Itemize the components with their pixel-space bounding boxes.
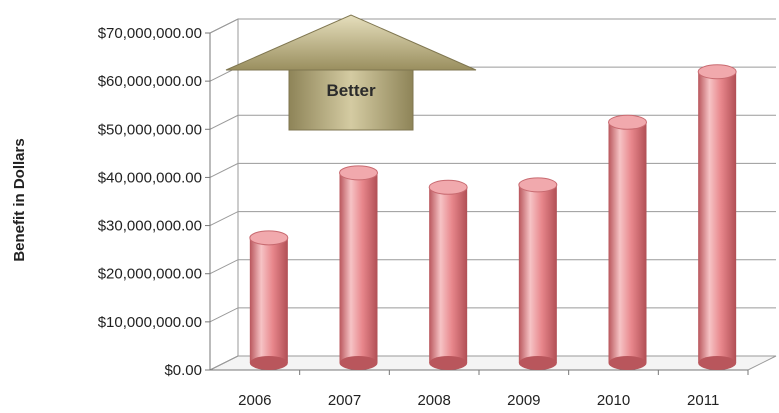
bars <box>249 64 737 370</box>
x-tick-label: 2009 <box>507 392 540 409</box>
bar-body <box>249 237 288 363</box>
y-tick-label: $60,000,000.00 <box>98 73 202 90</box>
bar <box>697 64 737 370</box>
bar-body <box>608 122 647 364</box>
bar <box>428 179 468 370</box>
gridline <box>209 259 776 275</box>
floor <box>209 355 777 371</box>
bar <box>518 177 558 370</box>
y-axis-ticks: $0.00 $10,000,000.00 $20,000,000.00 $30,000… <box>98 25 202 379</box>
bar-top <box>518 177 558 193</box>
bar-body <box>429 187 468 363</box>
y-tick-label: $30,000,000.00 <box>98 218 202 235</box>
bar-body <box>339 172 378 363</box>
bar-base <box>429 356 468 370</box>
bar-base <box>608 356 647 370</box>
gridline <box>209 18 776 34</box>
y-axis-title: Benefit in Dollars <box>11 138 28 261</box>
bar-top <box>428 179 468 195</box>
x-tick-label: 2007 <box>328 392 361 409</box>
x-axis-ticks: 2006 2007 2008 2009 2010 2011 <box>238 370 749 409</box>
side-wall <box>209 18 239 371</box>
bar <box>249 230 289 370</box>
better-arrow-shaft <box>288 69 414 131</box>
bar-body <box>698 71 737 363</box>
bar-top <box>339 165 378 181</box>
bar-base <box>518 356 557 370</box>
better-arrow-annotation: Better <box>225 14 477 131</box>
bar-body <box>518 184 557 363</box>
y-tick-label: $0.00 <box>164 362 202 379</box>
bar-top <box>697 64 737 80</box>
gridline <box>209 211 776 227</box>
y-tick-label: $10,000,000.00 <box>98 314 202 331</box>
gridline <box>209 355 776 371</box>
bar-top <box>608 114 647 130</box>
x-tick-label: 2010 <box>597 392 630 409</box>
y-tick-label: $50,000,000.00 <box>98 121 202 138</box>
bar <box>339 165 378 370</box>
gridline <box>209 114 776 130</box>
x-tick-label: 2011 <box>687 392 719 409</box>
x-tick-label: 2006 <box>238 392 271 409</box>
bar <box>608 114 647 370</box>
y-tick-label: $40,000,000.00 <box>98 169 202 186</box>
gridline <box>209 162 776 178</box>
bar-base <box>339 356 378 370</box>
bar-base <box>698 356 737 370</box>
better-arrow-head <box>225 14 477 71</box>
x-tick-label: 2008 <box>417 392 450 409</box>
bar-base <box>249 356 288 370</box>
y-tick-label: $20,000,000.00 <box>98 266 202 283</box>
y-tick-label: $70,000,000.00 <box>98 25 202 42</box>
better-label: Better <box>326 81 376 100</box>
gridline <box>209 307 776 323</box>
bar-top <box>249 230 289 246</box>
